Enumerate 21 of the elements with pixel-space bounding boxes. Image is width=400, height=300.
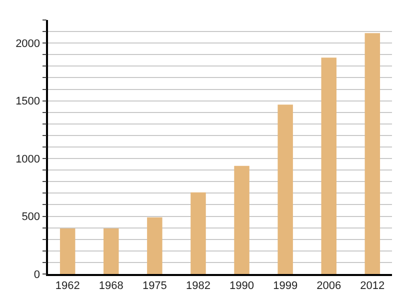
bar <box>147 217 162 274</box>
x-tick-label: 2012 <box>360 280 385 292</box>
bar <box>104 228 119 274</box>
y-tick-label: 2000 <box>16 38 40 50</box>
y-tick-label: 500 <box>22 211 40 224</box>
x-tick-label: 1990 <box>230 280 254 292</box>
x-tick-label: 2006 <box>316 280 342 292</box>
y-tick-label: 0 <box>34 268 40 281</box>
bar <box>234 166 250 274</box>
x-tick-label: 1975 <box>142 280 167 292</box>
bar <box>364 33 380 274</box>
bar <box>278 104 293 274</box>
x-tick-label: 1962 <box>55 280 80 292</box>
bar <box>190 192 206 274</box>
x-tick-label: 1968 <box>98 280 124 292</box>
y-tick-label: 1500 <box>16 96 40 108</box>
x-tick-label: 1999 <box>273 280 298 292</box>
bar <box>60 228 76 274</box>
x-tick-label: 1982 <box>186 280 210 292</box>
y-tick-label: 1000 <box>16 153 40 166</box>
bar <box>321 58 336 274</box>
